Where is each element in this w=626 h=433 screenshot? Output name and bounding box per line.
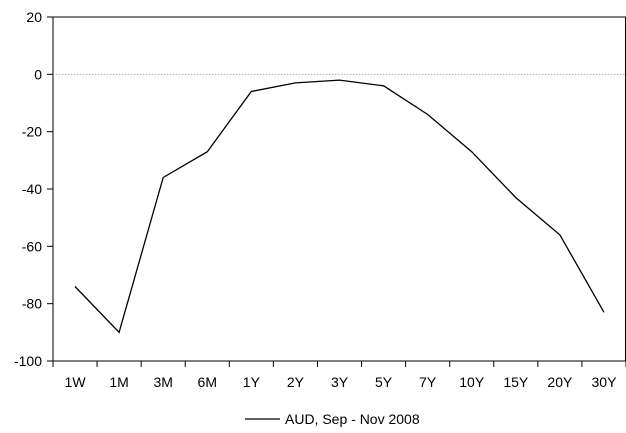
x-tick-label: 3Y: [331, 374, 349, 390]
plot-frame: [52, 16, 626, 362]
x-tick-label: 10Y: [459, 374, 485, 390]
x-tick-label: 3M: [153, 374, 172, 390]
series-line: [74, 79, 605, 334]
y-axis-ticks: 20 0 -20 -40 -60 -80 -100: [14, 9, 53, 369]
x-tick-label: 7Y: [419, 374, 437, 390]
x-axis-ticks: 1W 1M 3M 6M 1Y 2Y 3Y 5Y 7Y 10Y 15Y 20Y 30Y: [52, 361, 626, 390]
x-tick-label: 20Y: [547, 374, 573, 390]
y-tick-label: -80: [22, 296, 42, 312]
y-tick-label: -100: [14, 353, 42, 369]
x-tick-label: 15Y: [503, 374, 529, 390]
x-tick-label: 1Y: [243, 374, 261, 390]
y-tick-label: -20: [22, 124, 42, 140]
series-lines: [74, 79, 605, 334]
y-tick-label: -40: [22, 181, 42, 197]
y-tick-label: 20: [26, 9, 42, 25]
x-tick-label: 1M: [109, 374, 128, 390]
x-tick-label: 6M: [198, 374, 217, 390]
legend-label: AUD, Sep - Nov 2008: [285, 411, 420, 427]
x-tick-label: 1W: [65, 374, 87, 390]
x-tick-label: 30Y: [592, 374, 618, 390]
x-tick-label: 2Y: [287, 374, 305, 390]
y-tick-label: 0: [34, 66, 42, 82]
axes: [52, 16, 626, 362]
y-tick-label: -60: [22, 238, 42, 254]
legend: AUD, Sep - Nov 2008: [245, 411, 420, 427]
x-tick-label: 5Y: [375, 374, 393, 390]
